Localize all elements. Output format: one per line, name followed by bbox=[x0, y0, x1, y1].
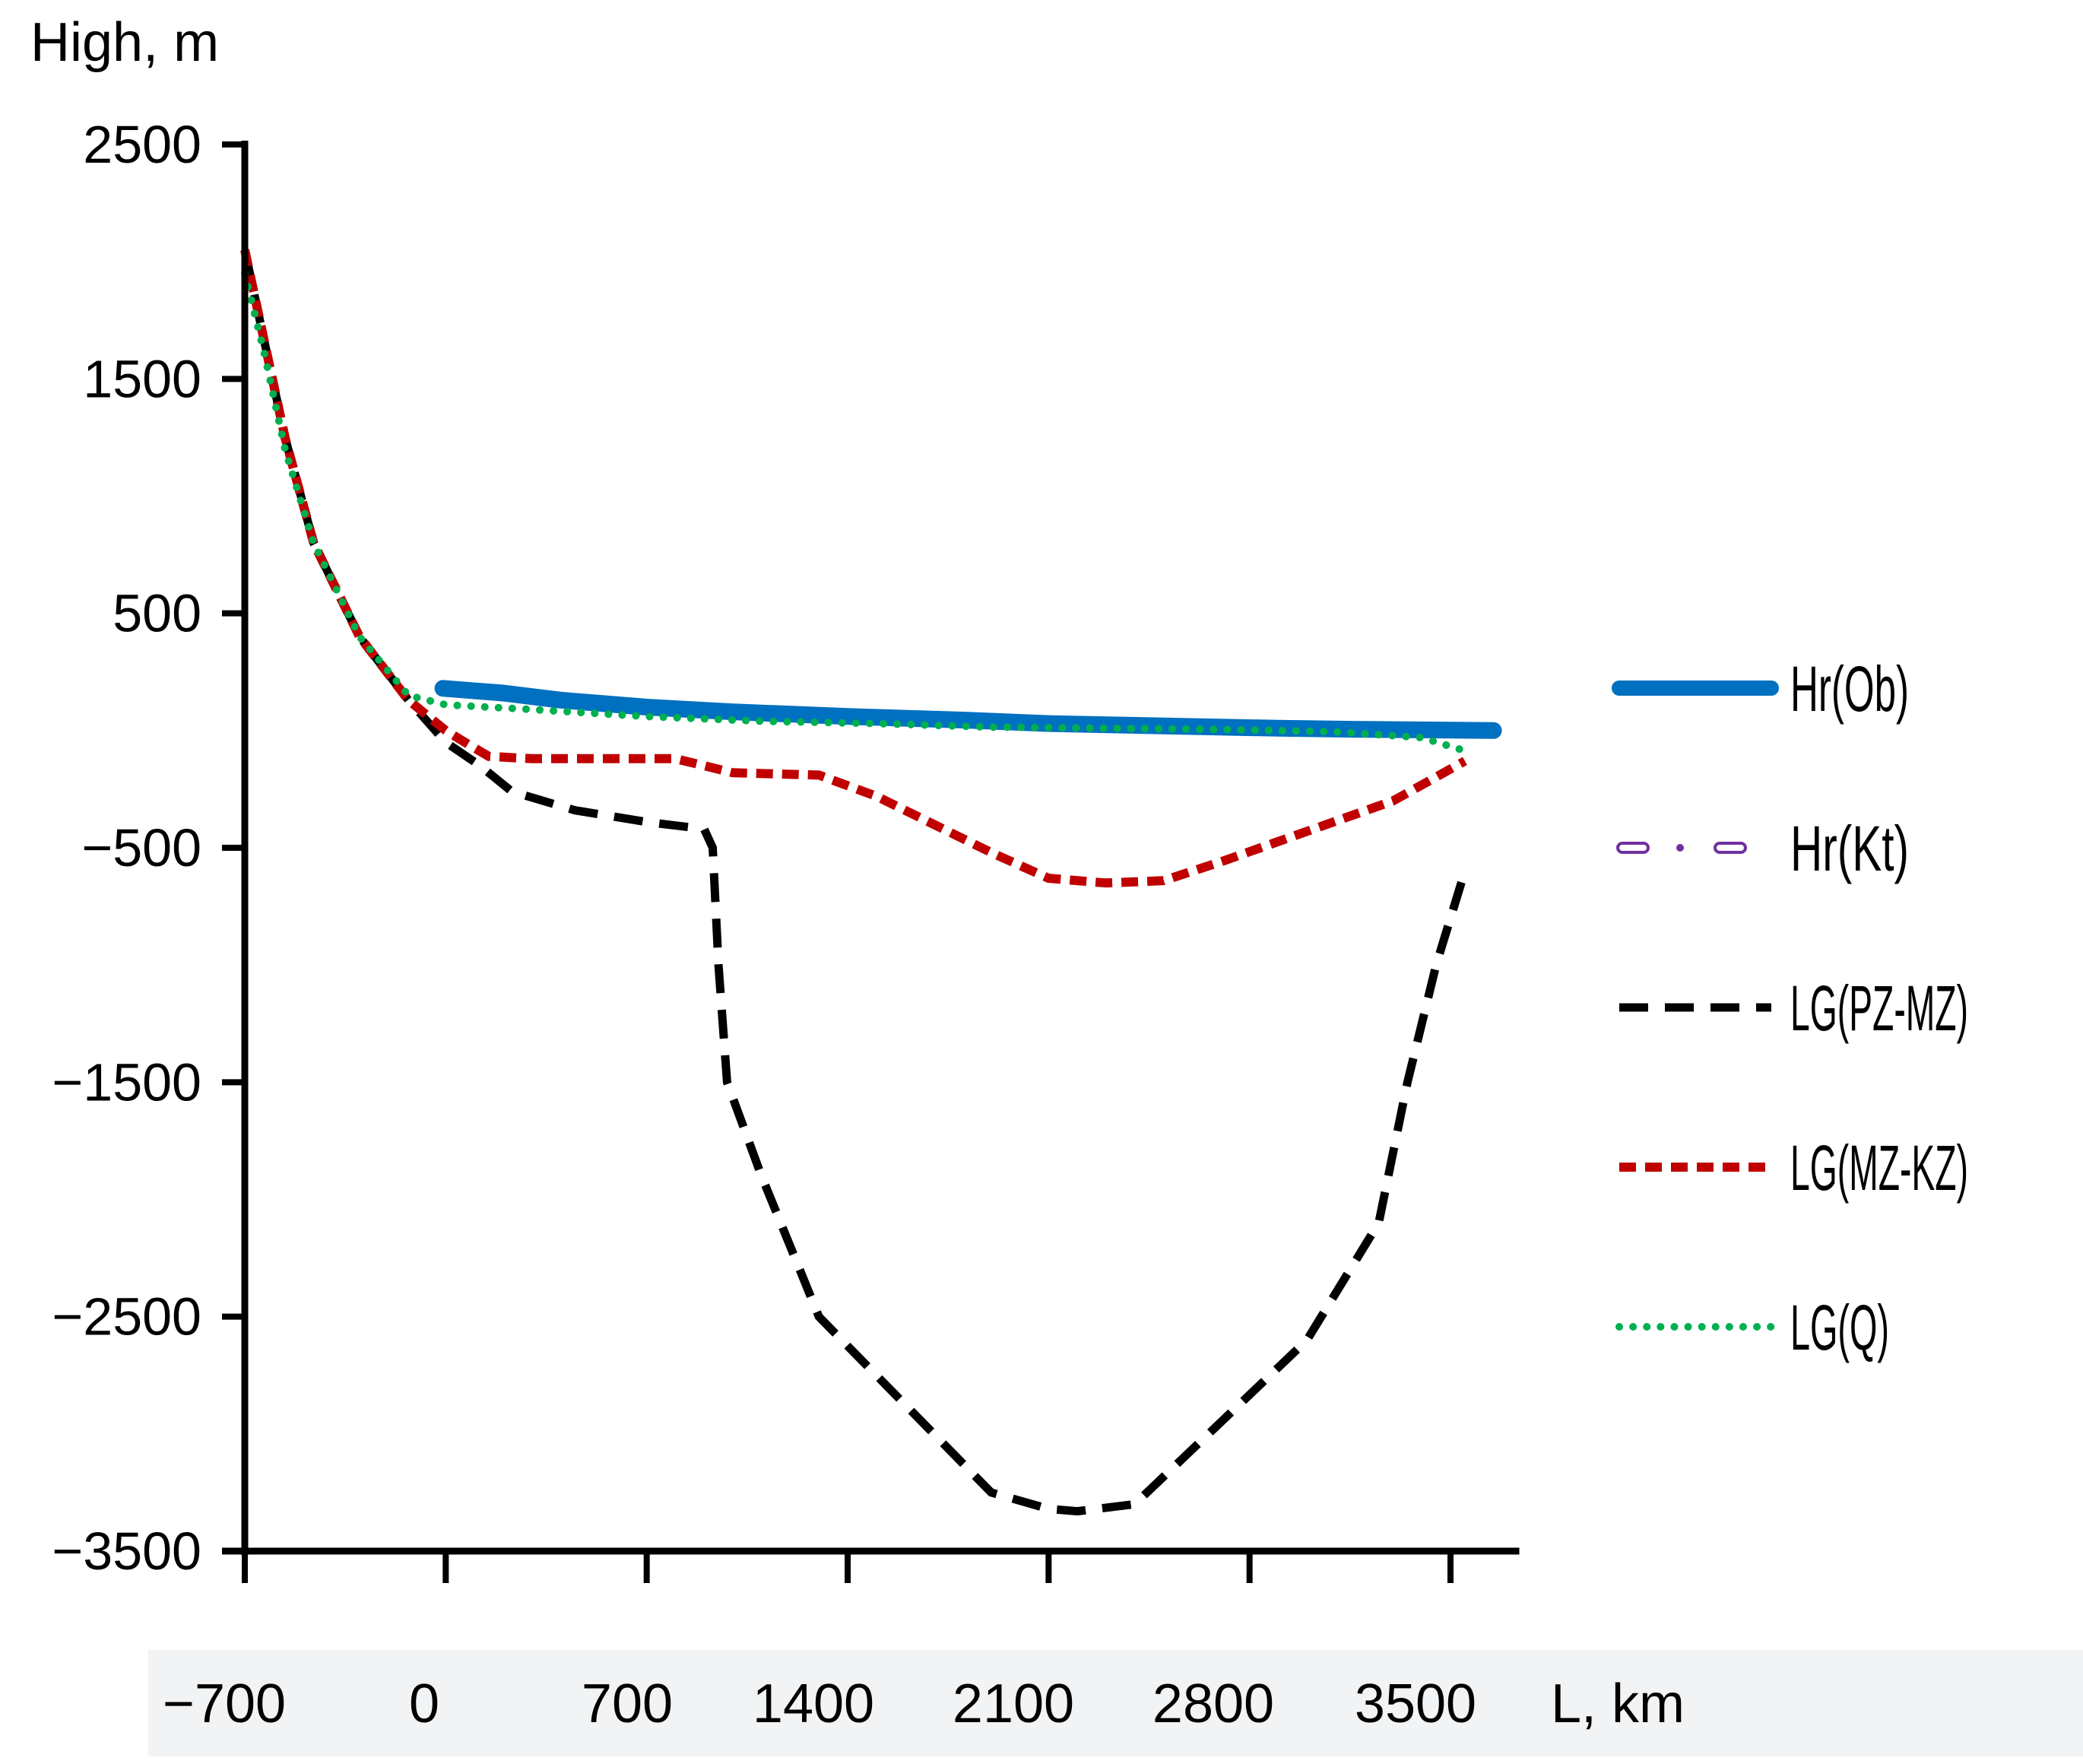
series-line-LG(Q) bbox=[241, 269, 1472, 756]
series-line-LG(MZ-KZ) bbox=[240, 249, 1467, 888]
legend-label: Hr(Kt) bbox=[1790, 813, 1909, 884]
legend-label: Hr(Ob) bbox=[1790, 653, 1909, 725]
x-axis-title: L, km bbox=[1551, 1674, 1685, 1734]
x-tick-label: 700 bbox=[582, 1674, 673, 1734]
x-tick-label: 3500 bbox=[1355, 1674, 1476, 1734]
legend-swatch bbox=[1714, 842, 1747, 854]
x-tick-label: 2100 bbox=[953, 1674, 1074, 1734]
y-axis: 2500 1500 500 −500 −1500 −2500 −3500 bbox=[52, 115, 249, 1581]
y-tick-label: −3500 bbox=[52, 1521, 201, 1581]
legend-item: LG(MZ-KZ) bbox=[1619, 1132, 1968, 1204]
x-tick-label: 0 bbox=[409, 1674, 439, 1734]
y-tick-label: 2500 bbox=[83, 115, 201, 174]
legend-label: LG(MZ-KZ) bbox=[1790, 1132, 1968, 1204]
y-tick-label: −2500 bbox=[52, 1287, 201, 1347]
y-tick-label: −500 bbox=[81, 818, 201, 877]
legend-label: LG(Q) bbox=[1790, 1292, 1889, 1363]
legend-item: LG(Q) bbox=[1615, 1292, 1889, 1363]
y-tick-label: 500 bbox=[113, 584, 201, 643]
legend-swatch bbox=[1616, 842, 1650, 854]
y-axis-title: High, m bbox=[30, 12, 219, 73]
plot-area bbox=[240, 249, 1502, 1516]
x-axis: −700 0 700 1400 2100 2800 3500 bbox=[163, 1547, 1520, 1734]
y-tick-label: −1500 bbox=[52, 1052, 201, 1112]
legend: Hr(Ob) Hr(Kt) LG(PZ-MZ) LG(MZ-KZ) LG(Q) bbox=[1612, 653, 1968, 1363]
x-tick-label: −700 bbox=[163, 1674, 286, 1734]
y-tick-label: 1500 bbox=[83, 349, 201, 408]
series-line-Hr(Ob) bbox=[434, 680, 1502, 739]
legend-item: LG(PZ-MZ) bbox=[1619, 972, 1968, 1044]
legend-item: Hr(Kt) bbox=[1616, 813, 1909, 884]
x-tick-label: 1400 bbox=[753, 1674, 874, 1734]
legend-item: Hr(Ob) bbox=[1612, 653, 1909, 725]
x-label-band bbox=[148, 1650, 2083, 1756]
legend-swatch-dot bbox=[1676, 844, 1684, 852]
x-tick-label: 2800 bbox=[1152, 1674, 1274, 1734]
legend-label: LG(PZ-MZ) bbox=[1790, 972, 1968, 1044]
series-line-LG(PZ-MZ) bbox=[240, 249, 1470, 1516]
